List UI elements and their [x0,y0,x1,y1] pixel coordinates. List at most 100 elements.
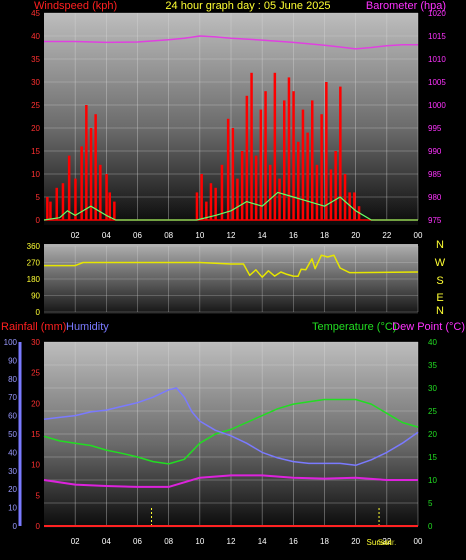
wind-gust-bar [329,169,333,220]
rain-tick-label: 0 [36,522,41,531]
wind-gust-bar [334,151,337,220]
wind-gust-bar [315,164,319,220]
temp-x-tick-label: 04 [102,537,111,546]
temp-x-tick-label: 20 [351,537,360,546]
humidity-tick-label: 70 [8,393,17,402]
direction-tick-label: 180 [27,275,41,284]
rain-tick-label: 15 [31,430,40,439]
wind-gust-bar [269,164,272,220]
wind-x-tick-label: 08 [164,231,173,240]
wind-gust-bar [209,183,213,220]
barometer-tick-label: 975 [428,216,442,225]
wind-tick-label: 40 [31,32,40,41]
wind-gust-bar [195,192,199,220]
humidity-tick-label: 30 [8,467,17,476]
wind-gust-bar [343,174,347,220]
temperature-axis-title: Temperature (°C) [312,321,396,333]
wind-gust-bar [94,114,97,220]
temp-x-tick-label: 06 [133,537,142,546]
wind-tick-label: 5 [36,193,41,202]
barometer-tick-label: 1010 [428,55,446,64]
wind-tick-label: 20 [31,124,40,133]
wind-gust-bar [105,174,108,220]
rain-tick-label: 20 [31,399,40,408]
wind-gust-bar [320,114,323,220]
barometer-axis-title: Barometer (hpa) [366,0,446,12]
temp-tick-label: 20 [428,430,437,439]
wind-x-tick-label: 22 [382,231,391,240]
wind-gust-bar [297,141,300,220]
wind-gust-bar [205,201,208,220]
wind-x-tick-label: 06 [133,231,142,240]
temp-x-tick-label: 12 [227,537,236,546]
wind-gust-bar [67,155,71,220]
barometer-tick-label: 1020 [428,9,446,18]
wind-gust-bar [61,183,65,220]
humidity-line [43,387,419,467]
humidity-tick-label: 60 [8,412,17,421]
wind-gust-bar [99,164,102,220]
rain-tick-label: 25 [31,369,40,378]
barometer-tick-label: 1000 [428,101,446,110]
rain-tick-label: 5 [36,491,41,500]
graph-title: 24 hour graph day : 05 June 2025 [165,0,330,12]
temp-x-tick-label: 22 [382,537,391,546]
chart-marks [18,35,419,527]
temp-x-tick-label: 16 [289,537,298,546]
humidity-tick-label: 50 [8,430,17,439]
humidity-tick-label: 0 [13,522,18,531]
temp-x-tick-label: 10 [195,537,204,546]
temp-tick-label: 35 [428,361,437,370]
wind-x-tick-label: 02 [71,231,80,240]
temp-tick-label: 15 [428,453,437,462]
axis-labels: 0510152025303540459759809859909951000100… [4,9,447,546]
wind-gust-bar [278,178,281,220]
temp-x-tick-label: 14 [258,537,267,546]
wind-gust-bar [46,197,49,220]
temperature-line [43,398,419,465]
direction-tick-label: 270 [27,259,41,268]
compass-n-bottom: N [436,305,444,317]
wind-x-tick-label: 16 [289,231,298,240]
temp-x-tick-label: 00 [414,537,423,546]
wind-gust-bar [55,187,58,220]
wind-gust-bar [108,192,111,220]
humidity-tick-label: 40 [8,448,17,457]
humidity-tick-label: 10 [8,504,17,513]
barometer-tick-label: 1015 [428,32,446,41]
temp-x-tick-label: 02 [71,537,80,546]
wind-gust-bar [113,201,116,220]
wind-gust-bar [292,91,295,220]
temp-x-tick-label: 18 [320,537,329,546]
humidity-tick-label: 100 [4,338,18,347]
wind-gust-bar [245,95,249,220]
wind-gust-bar [306,132,309,220]
wind-gust-bar [250,72,253,220]
wind-gust-bar [226,118,230,220]
sunset-label: Sunset [367,538,393,547]
wind-gust-bar [240,151,244,220]
compass-e: E [436,292,443,304]
barometer-tick-label: 985 [428,170,442,179]
direction-tick-label: 90 [31,292,40,301]
barometer-tick-label: 980 [428,193,442,202]
wind-x-tick-label: 18 [320,231,329,240]
wind-direction-line [44,254,419,278]
wind-gust-bar [231,128,235,220]
temp-tick-label: 5 [428,499,433,508]
barometer-tick-label: 990 [428,147,442,156]
temp-x-tick-label: 08 [164,537,173,546]
wind-x-tick-label: 14 [258,231,267,240]
wind-gust-bar [311,100,314,220]
wind-tick-label: 45 [31,9,40,18]
wind-gust-bar [339,86,342,220]
wind-gust-bar [49,201,52,220]
direction-tick-label: 360 [27,242,41,251]
windspeed-axis-title: Windspeed (kph) [34,0,117,12]
wind-gust-bar [85,105,88,220]
wind-gust-bar [283,100,286,220]
compass-n-top: N [436,239,444,251]
wind-x-tick-label: 04 [102,231,111,240]
temp-tick-label: 40 [428,338,437,347]
